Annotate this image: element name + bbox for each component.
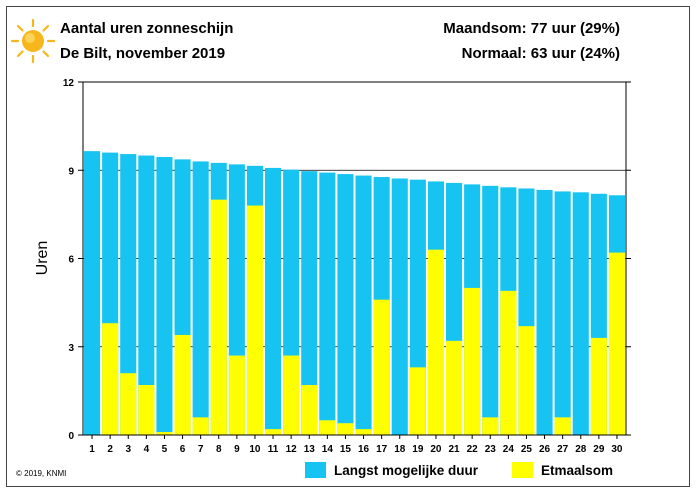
bar-daily-sum [319, 420, 336, 435]
chart-subtitle: De Bilt, november 2019 [60, 45, 226, 62]
bar-max-duration [391, 178, 408, 435]
bar-max-duration [319, 172, 336, 435]
bar-daily-sum [337, 423, 354, 435]
y-tick-label: 0 [68, 431, 74, 442]
x-tick-label: 7 [198, 444, 204, 455]
x-tick-label: 11 [268, 444, 279, 455]
x-tick-label: 2 [107, 444, 113, 455]
bar-max-duration [120, 154, 137, 435]
bar-daily-sum [518, 326, 535, 435]
x-tick-label: 27 [557, 444, 569, 455]
bar-max-duration [192, 161, 209, 436]
bar-max-duration [554, 191, 571, 435]
bar-daily-sum [265, 429, 282, 435]
bar-daily-sum [192, 417, 209, 435]
x-tick-label: 21 [448, 444, 460, 455]
bar-daily-sum [120, 373, 137, 435]
bar-max-duration [138, 155, 155, 435]
x-tick-label: 12 [286, 444, 298, 455]
normal-value: Normaal: 63 uur (24%) [461, 45, 620, 62]
x-tick-label: 25 [521, 444, 533, 455]
bar-daily-sum [446, 340, 463, 435]
bar-max-duration [536, 189, 553, 435]
bar-daily-sum [138, 384, 155, 435]
bar-max-duration [572, 192, 589, 435]
y-axis-label: Uren [34, 241, 51, 276]
bar-max-duration [265, 167, 282, 435]
x-tick-label: 13 [304, 444, 316, 455]
x-tick-label: 29 [593, 444, 605, 455]
x-tick-label: 26 [539, 444, 551, 455]
x-tick-label: 4 [144, 444, 150, 455]
bar-daily-sum [156, 432, 173, 435]
x-tick-label: 22 [467, 444, 479, 455]
bar-daily-sum [174, 334, 191, 435]
legend-swatch-daily-sum [512, 462, 533, 478]
bar-daily-sum [373, 299, 390, 435]
bar-daily-sum [301, 384, 318, 435]
month-total: Maandsom: 77 uur (29%) [443, 20, 620, 37]
bar-daily-sum [228, 355, 245, 435]
legend-swatch-max-duration [305, 462, 326, 478]
y-tick-label: 12 [63, 78, 75, 89]
bar-daily-sum [355, 429, 372, 435]
bar-daily-sum [608, 252, 625, 435]
bar-max-duration [84, 151, 101, 436]
bar-daily-sum [210, 199, 227, 435]
sun-icon [10, 18, 56, 64]
bar-max-duration [355, 175, 372, 436]
bar-daily-sum [102, 323, 119, 435]
x-tick-label: 17 [376, 444, 388, 455]
bar-daily-sum [283, 355, 300, 435]
x-tick-label: 28 [575, 444, 587, 455]
bar-max-duration [301, 171, 318, 435]
x-tick-label: 23 [485, 444, 497, 455]
x-tick-label: 30 [611, 444, 623, 455]
bar-daily-sum [500, 290, 517, 435]
x-tick-label: 15 [340, 444, 352, 455]
legend-label-max-duration: Langst mogelijke duur [334, 463, 479, 478]
y-tick-label: 6 [68, 255, 74, 266]
bar-daily-sum [246, 205, 263, 435]
bar-max-duration [337, 174, 354, 436]
x-tick-label: 3 [125, 444, 131, 455]
x-tick-label: 9 [234, 444, 240, 455]
bar-daily-sum [409, 367, 426, 435]
y-tick-label: 3 [68, 343, 74, 354]
x-tick-label: 18 [394, 444, 406, 455]
bar-daily-sum [482, 417, 499, 435]
x-tick-label: 24 [503, 444, 515, 455]
bar-daily-sum [464, 287, 481, 435]
x-tick-label: 5 [162, 444, 168, 455]
x-tick-label: 19 [412, 444, 424, 455]
chart-title: Aantal uren zonneschijn [60, 20, 234, 37]
x-tick-label: 16 [358, 444, 370, 455]
y-tick-label: 9 [68, 166, 74, 177]
x-tick-label: 10 [249, 444, 261, 455]
x-tick-label: 8 [216, 444, 222, 455]
chart-frame [6, 6, 690, 487]
x-tick-label: 14 [322, 444, 334, 455]
bar-max-duration [482, 185, 499, 435]
x-tick-label: 6 [180, 444, 186, 455]
legend-label-daily-sum: Etmaalsom [541, 463, 613, 478]
bar-daily-sum [427, 249, 444, 435]
copyright: © 2019, KNMI [16, 469, 67, 478]
bar-daily-sum [554, 417, 571, 435]
x-tick-label: 20 [430, 444, 442, 455]
bar-max-duration [156, 157, 173, 435]
bar-daily-sum [590, 337, 607, 435]
x-tick-label: 1 [89, 444, 95, 455]
